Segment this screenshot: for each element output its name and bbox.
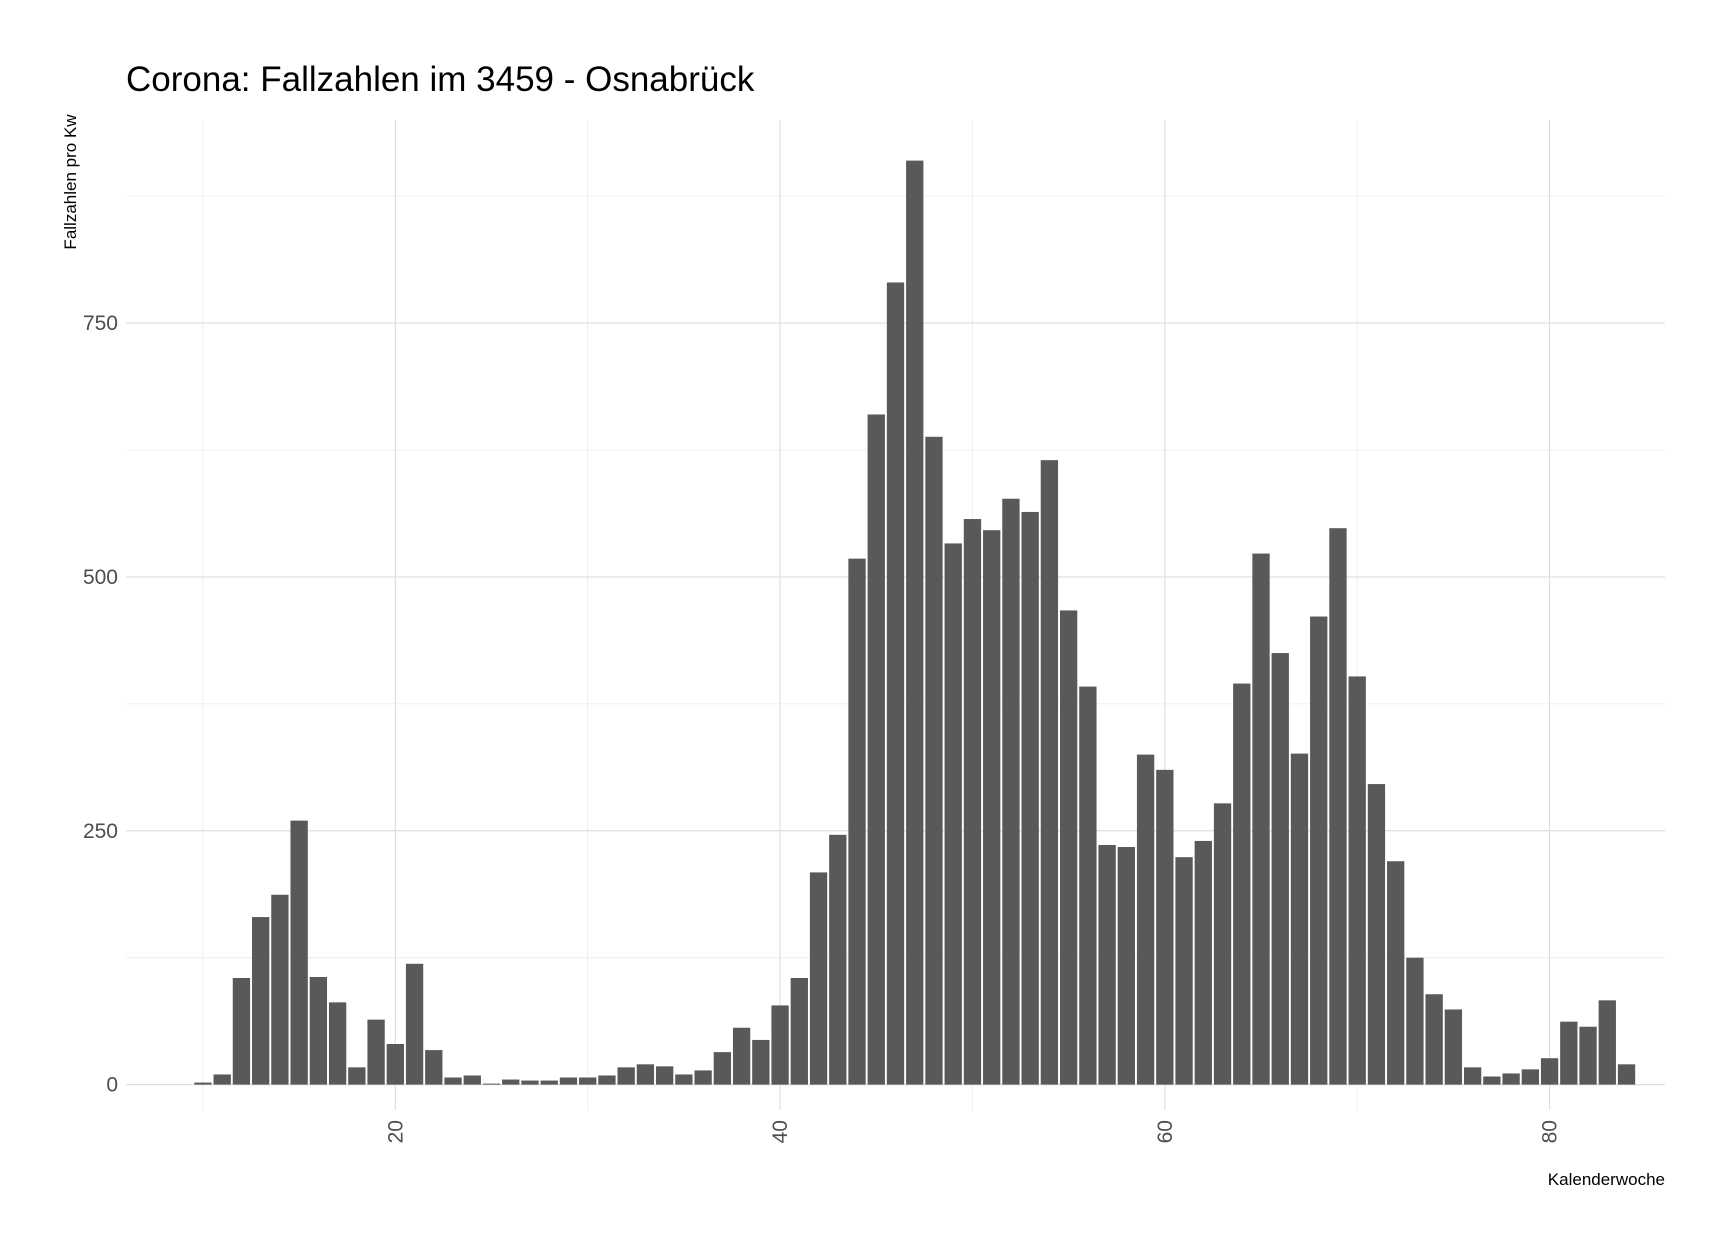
y-axis-title: Fallzahlen pro Kw	[61, 114, 80, 250]
bar	[598, 1075, 616, 1085]
bar	[1136, 754, 1155, 1085]
x-tick-label: 60	[1154, 1120, 1177, 1143]
bar	[252, 917, 270, 1085]
bar	[1425, 994, 1443, 1085]
bar	[1387, 861, 1405, 1085]
bar	[348, 1067, 366, 1085]
bar	[752, 1039, 770, 1085]
bar	[1560, 1021, 1578, 1085]
bar	[1521, 1069, 1539, 1085]
y-tick-label: 0	[106, 1074, 118, 1097]
bar	[636, 1064, 655, 1085]
bar	[829, 834, 847, 1085]
bar	[1233, 683, 1251, 1085]
x-tick-label: 40	[769, 1120, 792, 1143]
bar	[1598, 1000, 1616, 1085]
bar	[963, 519, 982, 1085]
bar	[1098, 844, 1116, 1085]
bar	[1406, 957, 1424, 1085]
x-axis-title: Kalenderwoche	[1548, 1170, 1665, 1189]
y-tick-label: 250	[83, 820, 118, 843]
bar	[1175, 857, 1193, 1085]
bar	[1079, 686, 1097, 1085]
bar	[367, 1019, 385, 1085]
bar	[540, 1080, 558, 1085]
bar	[444, 1077, 462, 1085]
bar	[1271, 653, 1289, 1085]
y-tick-label: 750	[83, 312, 118, 335]
bar	[1579, 1026, 1597, 1085]
bar	[405, 963, 424, 1085]
bar	[1290, 753, 1309, 1085]
bar	[1213, 803, 1232, 1085]
bar	[521, 1080, 539, 1085]
tick-labels: 0 250 500 750 20 40 60 80	[83, 312, 1562, 1143]
bar	[906, 160, 924, 1085]
bar	[790, 978, 808, 1085]
bar	[1348, 676, 1366, 1085]
bar	[559, 1077, 578, 1085]
x-tick-label: 80	[1539, 1120, 1562, 1143]
bar	[290, 820, 308, 1085]
bar	[1444, 1009, 1463, 1085]
bar	[386, 1044, 404, 1085]
bar	[848, 558, 866, 1085]
x-tick-label: 20	[384, 1120, 407, 1143]
bar	[694, 1070, 712, 1085]
bar	[271, 894, 289, 1085]
bar	[1463, 1067, 1482, 1085]
bar	[1540, 1058, 1559, 1085]
bar	[655, 1066, 674, 1085]
bar	[617, 1067, 635, 1085]
bar	[1252, 553, 1270, 1085]
y-tick-label: 500	[83, 566, 118, 589]
bar	[944, 543, 962, 1085]
bar	[867, 414, 885, 1085]
bar	[425, 1050, 443, 1085]
bars	[194, 160, 1636, 1085]
bar	[213, 1074, 231, 1085]
bar	[309, 976, 328, 1085]
bar	[1483, 1076, 1501, 1085]
bar	[1021, 511, 1039, 1085]
chart-title: Corona: Fallzahlen im 3459 - Osnabrück	[126, 60, 755, 99]
bar	[328, 1002, 347, 1085]
bar	[1059, 610, 1078, 1085]
bar	[463, 1075, 481, 1085]
bar	[713, 1052, 732, 1085]
bar	[925, 436, 943, 1085]
bar	[1156, 769, 1174, 1085]
bar	[1310, 616, 1328, 1085]
bar	[194, 1082, 212, 1085]
bar	[1194, 840, 1212, 1085]
bar	[675, 1074, 693, 1085]
bar	[232, 978, 251, 1085]
bar	[1367, 784, 1386, 1085]
bar	[482, 1083, 501, 1085]
bar	[983, 530, 1001, 1085]
bar	[1617, 1064, 1636, 1085]
bar	[1002, 498, 1020, 1085]
bar	[732, 1027, 751, 1085]
bar	[771, 1005, 789, 1085]
bar	[579, 1077, 597, 1085]
bar	[886, 282, 905, 1085]
bar	[502, 1079, 520, 1085]
bar	[1329, 528, 1347, 1085]
bar	[1040, 460, 1059, 1085]
bar	[809, 872, 828, 1085]
bar	[1117, 847, 1136, 1085]
bar	[1502, 1073, 1520, 1085]
